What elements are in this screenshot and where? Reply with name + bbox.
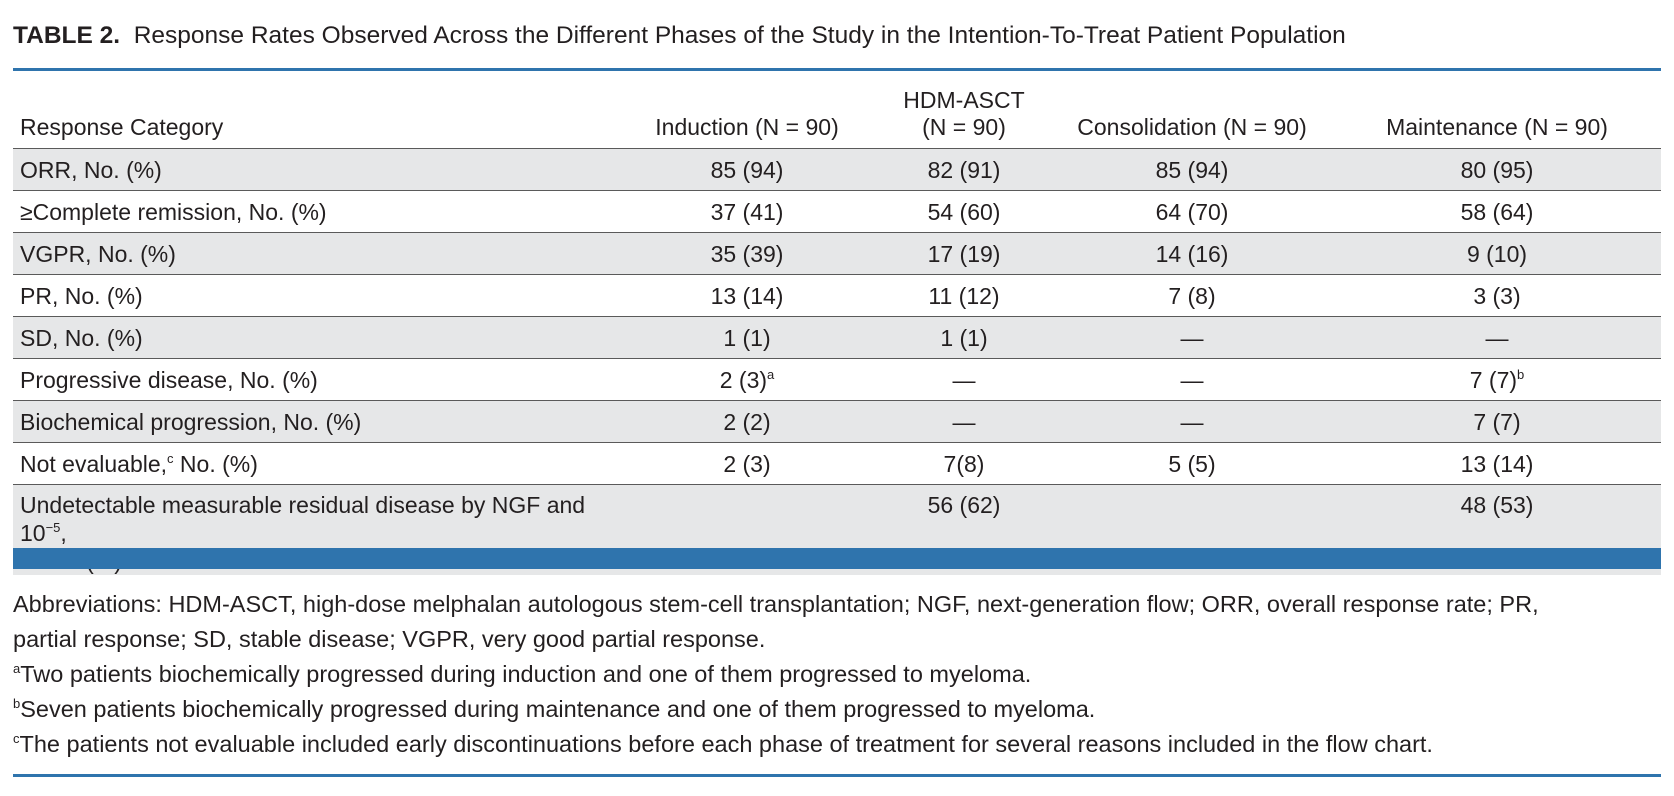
footnote-mark: b bbox=[1517, 366, 1525, 382]
cell-value: 2 (3) bbox=[719, 366, 768, 393]
footnote-mark: c bbox=[13, 731, 20, 746]
table-footnotes: Abbreviations: HDM-ASCT, high-dose melph… bbox=[13, 587, 1665, 762]
footnote-mark: b bbox=[13, 696, 21, 711]
cell-maintenance: 58 (64) bbox=[1333, 190, 1661, 233]
header-hdm-line1: HDM-ASCT bbox=[903, 87, 1025, 113]
header-consolidation: Consolidation (N = 90) bbox=[1077, 114, 1307, 140]
footnote-text: Two patients biochemically progressed du… bbox=[20, 661, 1032, 687]
header-hdm-line2: (N = 90) bbox=[922, 114, 1006, 140]
cell-consolidation: 7 (8) bbox=[1051, 274, 1333, 317]
footnote-a: aTwo patients biochemically progressed d… bbox=[13, 657, 1665, 692]
table-caption: TABLE 2. Response Rates Observed Across … bbox=[13, 20, 1346, 52]
cell-induction: 2 (3)a bbox=[617, 358, 877, 401]
cell-induction: 2 (3) bbox=[617, 442, 877, 485]
header-induction: Induction (N = 90) bbox=[655, 114, 839, 140]
table-row: Progressive disease, No. (%) 2 (3)a — — … bbox=[13, 358, 1661, 401]
table-row: ORR, No. (%) 85 (94) 82 (91) 85 (94) 80 … bbox=[13, 148, 1661, 191]
cell-induction: 13 (14) bbox=[617, 274, 877, 317]
row-category: SD, No. (%) bbox=[13, 316, 617, 359]
response-table: Response Category Induction (N = 90) HDM… bbox=[13, 71, 1661, 575]
cell-consolidation: — bbox=[1051, 358, 1333, 401]
bottom-rule bbox=[13, 774, 1661, 777]
row-category: ORR, No. (%) bbox=[13, 148, 617, 191]
cell-maintenance: 7 (7)b bbox=[1333, 358, 1661, 401]
category-text: Undetectable measurable residual disease… bbox=[20, 492, 586, 546]
cell-consolidation: — bbox=[1051, 400, 1333, 443]
cell-consolidation: — bbox=[1051, 316, 1333, 359]
table-row: ≥Complete remission, No. (%) 37 (41) 54 … bbox=[13, 190, 1661, 233]
cell-maintenance: 80 (95) bbox=[1333, 148, 1661, 191]
category-text: Not evaluable, bbox=[20, 450, 168, 477]
cell-consolidation: 14 (16) bbox=[1051, 232, 1333, 275]
cell-hdm-asct: 1 (1) bbox=[877, 316, 1051, 359]
row-category: ≥Complete remission, No. (%) bbox=[13, 190, 617, 233]
cell-induction: 35 (39) bbox=[617, 232, 877, 275]
row-category: Biochemical progression, No. (%) bbox=[13, 400, 617, 443]
cell-hdm-asct: — bbox=[877, 400, 1051, 443]
header-hdm-asct: HDM-ASCT (N = 90) bbox=[877, 71, 1051, 149]
header-row: Response Category Induction (N = 90) HDM… bbox=[13, 71, 1661, 149]
row-category: Progressive disease, No. (%) bbox=[13, 358, 617, 401]
table-bottom-bar bbox=[13, 548, 1661, 569]
cell-induction: 37 (41) bbox=[617, 190, 877, 233]
footnote-mark: a bbox=[767, 366, 775, 382]
cell-maintenance: 13 (14) bbox=[1333, 442, 1661, 485]
footnote-mark: a bbox=[13, 661, 21, 676]
table-row: PR, No. (%) 13 (14) 11 (12) 7 (8) 3 (3) bbox=[13, 274, 1661, 317]
row-category: Undetectable measurable residual disease… bbox=[13, 484, 617, 575]
cell-induction: 85 (94) bbox=[617, 148, 877, 191]
cell-induction: 1 (1) bbox=[617, 316, 877, 359]
footnote-mark: c bbox=[167, 450, 174, 466]
table-row: Biochemical progression, No. (%) 2 (2) —… bbox=[13, 400, 1661, 443]
table-row: VGPR, No. (%) 35 (39) 17 (19) 14 (16) 9 … bbox=[13, 232, 1661, 275]
abbreviations-line: partial response; SD, stable disease; VG… bbox=[13, 626, 766, 652]
cell-maintenance: 3 (3) bbox=[1333, 274, 1661, 317]
category-text: No. (%) bbox=[173, 450, 258, 477]
table-row: SD, No. (%) 1 (1) 1 (1) — — bbox=[13, 316, 1661, 359]
header-maintenance: Maintenance (N = 90) bbox=[1386, 114, 1608, 140]
abbreviations-line: Abbreviations: HDM-ASCT, high-dose melph… bbox=[13, 591, 1539, 617]
footnote-text: The patients not evaluable included earl… bbox=[19, 731, 1433, 757]
caption-label: TABLE 2. bbox=[13, 22, 121, 49]
cell-hdm-asct: 11 (12) bbox=[877, 274, 1051, 317]
cell-maintenance: — bbox=[1333, 316, 1661, 359]
top-rule bbox=[13, 68, 1661, 71]
table-row: Not evaluable,c No. (%) 2 (3) 7(8) 5 (5)… bbox=[13, 442, 1661, 485]
footnote-c: cThe patients not evaluable included ear… bbox=[13, 727, 1665, 762]
exponent: −5 bbox=[45, 520, 61, 535]
cell-hdm-asct: 54 (60) bbox=[877, 190, 1051, 233]
category-text: , bbox=[60, 520, 67, 546]
cell-maintenance: 9 (10) bbox=[1333, 232, 1661, 275]
cell-hdm-asct: 82 (91) bbox=[877, 148, 1051, 191]
cell-value: 7 (7) bbox=[1469, 366, 1518, 393]
row-category: PR, No. (%) bbox=[13, 274, 617, 317]
cell-hdm-asct: 17 (19) bbox=[877, 232, 1051, 275]
cell-hdm-asct: — bbox=[877, 358, 1051, 401]
row-category: VGPR, No. (%) bbox=[13, 232, 617, 275]
cell-consolidation: 5 (5) bbox=[1051, 442, 1333, 485]
footnote-b: bSeven patients biochemically progressed… bbox=[13, 692, 1665, 727]
caption-text: Response Rates Observed Across the Diffe… bbox=[133, 22, 1346, 49]
footnote-text: Seven patients biochemically progressed … bbox=[20, 696, 1096, 722]
cell-consolidation: 85 (94) bbox=[1051, 148, 1333, 191]
cell-maintenance: 7 (7) bbox=[1333, 400, 1661, 443]
row-category: Not evaluable,c No. (%) bbox=[13, 442, 617, 485]
cell-induction: 2 (2) bbox=[617, 400, 877, 443]
header-category: Response Category bbox=[20, 114, 224, 140]
cell-consolidation: 64 (70) bbox=[1051, 190, 1333, 233]
cell-hdm-asct: 7(8) bbox=[877, 442, 1051, 485]
